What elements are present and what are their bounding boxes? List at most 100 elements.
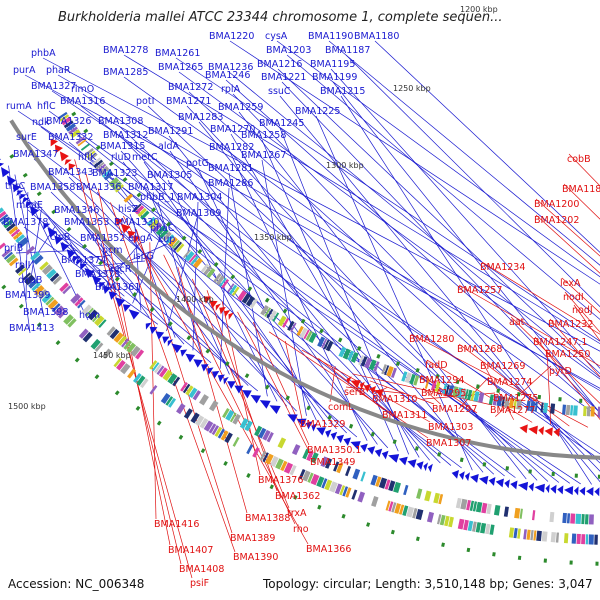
ruler-tick-label: 1350 kbp <box>254 233 292 242</box>
feature-band-block <box>30 251 41 261</box>
forward-gene-arrow <box>287 414 298 423</box>
feature-band-block <box>289 464 297 476</box>
forward-gene-label: BMA1261 <box>155 48 200 59</box>
gc-tick <box>505 466 510 471</box>
feature-band-block <box>112 180 123 191</box>
forward-gene-arrow <box>223 376 229 385</box>
forward-gene-arrow <box>0 166 11 178</box>
feature-band-block <box>0 214 9 223</box>
feature-band-block <box>385 500 391 511</box>
forward-gene-arrow <box>259 400 271 409</box>
reverse-gene-label: BMA1307 <box>426 438 471 449</box>
gc-tick <box>319 328 324 334</box>
gene-labels: BMA1220 cysA BMA1190 BMA1180 phbA BMA1278 BMA1… <box>3 31 600 589</box>
feature-band-block <box>168 236 178 247</box>
feature-band-block <box>325 340 334 352</box>
feature-band-block <box>566 513 571 524</box>
feature-band-block <box>246 444 254 455</box>
feature-band-block <box>516 399 523 410</box>
forward-gene-label: BMA1285 <box>103 67 148 78</box>
feature-band-block <box>424 490 432 502</box>
feature-band-block <box>245 295 255 307</box>
forward-gene-arrow <box>316 427 326 436</box>
feature-band-block <box>160 392 171 404</box>
forward-gene-label: BMA1361 <box>95 282 140 293</box>
forward-gene-arrow <box>360 443 368 453</box>
gc-tick <box>244 373 250 379</box>
reverse-gene-label: BMA1294 <box>419 375 464 386</box>
gc-tick <box>441 542 445 548</box>
gc-tick <box>223 460 228 466</box>
gc-tick <box>306 405 311 411</box>
feature-band-block <box>165 396 174 406</box>
forward-gene-label: purA <box>13 65 36 76</box>
reverse-gene-arrow <box>228 312 234 320</box>
feature-band-block <box>260 305 269 316</box>
reverse-gene-label: nodJ <box>572 305 593 316</box>
feature-band-block <box>140 378 149 389</box>
feature-band-block <box>134 205 145 215</box>
forward-leader <box>197 167 317 421</box>
feature-band-block <box>412 508 418 519</box>
feature-band-block <box>588 514 594 525</box>
feature-band-block <box>192 257 203 269</box>
ruler-tick-label: 1400 kbp <box>176 295 214 304</box>
forward-gene-arrow <box>311 423 318 432</box>
feature-band-block <box>501 396 506 407</box>
feature-band-block <box>265 453 274 465</box>
feature-band-block <box>370 474 378 486</box>
feature-band-block <box>302 470 311 482</box>
feature-band-block <box>393 481 401 493</box>
feature-band-block <box>232 413 241 425</box>
feature-band-block <box>517 528 521 539</box>
gc-tick <box>9 154 15 159</box>
forward-gene-label: BMA1398 <box>23 307 68 318</box>
gc-tick <box>205 348 211 354</box>
feature-band-block <box>351 489 358 500</box>
feature-band-block <box>481 502 488 514</box>
reverse-gene-label: comL <box>328 402 354 413</box>
reverse-gene-label: BMA1388 <box>245 513 290 524</box>
forward-gene-label: moaE <box>16 200 43 211</box>
forward-leader <box>230 133 420 458</box>
gc-tick <box>264 384 270 390</box>
forward-gene-arrow <box>470 474 479 483</box>
gc-tick <box>366 522 371 527</box>
gc-tick <box>167 321 173 327</box>
feature-band-block <box>388 501 394 512</box>
forward-gene-arrow <box>12 183 21 193</box>
forward-gene-label: BMA1378 <box>3 217 48 228</box>
gc-tick <box>94 374 100 380</box>
feature-band-block <box>352 468 361 480</box>
feature-band-block <box>581 514 585 525</box>
forward-gene-label: BMA1358 <box>30 182 75 193</box>
feature-band-block <box>338 346 347 358</box>
feature-band-block <box>321 478 328 489</box>
feature-band-block <box>339 485 346 496</box>
reverse-gene-arrow <box>203 296 212 304</box>
feature-band-block <box>176 403 186 415</box>
feature-band-block <box>17 267 27 277</box>
reverse-gene-label: nodI <box>563 292 584 303</box>
forward-leader <box>166 217 198 332</box>
feature-band-block <box>231 286 240 297</box>
feature-band-block <box>229 412 237 423</box>
feature-band-block <box>3 219 14 229</box>
gc-tick <box>122 177 128 182</box>
forward-gene-arrow <box>185 353 196 363</box>
feature-band-block <box>151 362 160 372</box>
forward-gene-label: BMA1347 <box>13 149 58 160</box>
forward-gene-label: hflC <box>37 101 56 112</box>
ruler-tick-label: 1450 kbp <box>93 351 131 360</box>
feature-band-block <box>173 241 183 251</box>
gc-tick <box>132 292 137 298</box>
reverse-leader <box>549 318 600 378</box>
feature-band-block <box>573 405 578 416</box>
feature-band-block <box>159 228 169 239</box>
gc-tick <box>66 226 72 232</box>
feature-band-block <box>277 437 287 449</box>
forward-gene-arrow <box>250 394 262 404</box>
feature-band-block <box>463 519 469 531</box>
reverse-gene-label: BMA1311 <box>382 410 427 421</box>
feature-band-block <box>475 522 482 533</box>
